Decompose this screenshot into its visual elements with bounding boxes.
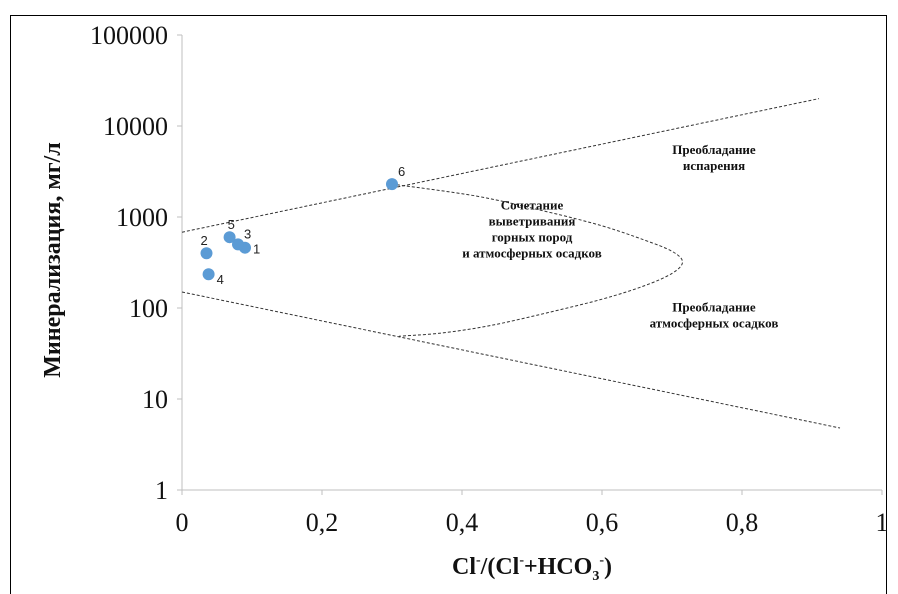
- x-tick-label: 0,6: [586, 508, 619, 537]
- x-axis-title-sup3: -: [599, 553, 604, 568]
- region-annotation-2: Сочетание выветривания горных пород и атмос…: [462, 197, 601, 260]
- y-tick-label: 100000: [90, 21, 168, 50]
- y-tick-label: 10: [142, 385, 168, 414]
- x-axis-title-cl: Cl: [452, 554, 476, 580]
- x-tick-label: 0,4: [446, 508, 479, 537]
- data-point-3: [232, 238, 244, 251]
- x-tick-label: 0,8: [726, 508, 759, 537]
- boundary-line-upper: [181, 98, 820, 233]
- x-axis-title-sup2: -: [519, 553, 524, 568]
- x-tick-label: 0: [176, 508, 189, 537]
- boundary-line-boomerang: [391, 183, 684, 337]
- data-point-label-2: 2: [201, 233, 208, 248]
- region-annotations: Преобладание испарения Сочетание выветриван…: [462, 142, 778, 330]
- x-tick-label: 0,2: [306, 508, 339, 537]
- data-point-label-5: 5: [228, 217, 235, 232]
- y-axis-title: Минерализация, мг/л: [40, 142, 66, 377]
- boundary-line-lower: [181, 291, 841, 429]
- y-tick-label: 100: [129, 294, 168, 323]
- data-point-2: [200, 247, 213, 260]
- x-axis-title-end: ): [604, 554, 612, 580]
- x-axis-title-sup1: -: [476, 553, 481, 568]
- data-point-5: [223, 231, 236, 244]
- data-point-4: [202, 268, 215, 281]
- data-point-label-1: 1: [253, 242, 260, 257]
- x-tick-label: 1: [876, 508, 889, 537]
- y-tick-label: 1000: [116, 203, 168, 232]
- data-point-label-3: 3: [244, 226, 251, 241]
- chart-frame: [10, 15, 887, 594]
- data-point-6: [386, 178, 398, 191]
- y-tick-label: 10000: [103, 112, 168, 141]
- x-axis-title: Cl-/(Cl-+HCO3-): [452, 553, 612, 584]
- x-axis-title-hco: +HCO: [524, 554, 592, 580]
- region-annotation-1: Преобладание испарения: [672, 142, 756, 173]
- data-point-label-6: 6: [398, 164, 405, 179]
- axes: 1 10 100 1000 10000 100000 0 0,2 0,4 0,6 0,8 1: [90, 21, 889, 537]
- region-annotation-3: Преобладание атмосферных осадков: [650, 299, 779, 330]
- x-axis-title-sub: 3: [592, 569, 599, 584]
- boundary-lines: [181, 98, 841, 429]
- y-tick-label: 1: [155, 476, 168, 505]
- data-points: 1 2 3 4 5 6: [200, 164, 405, 287]
- x-axis-title-mid: /(Cl: [480, 554, 520, 580]
- data-point-label-4: 4: [217, 272, 224, 287]
